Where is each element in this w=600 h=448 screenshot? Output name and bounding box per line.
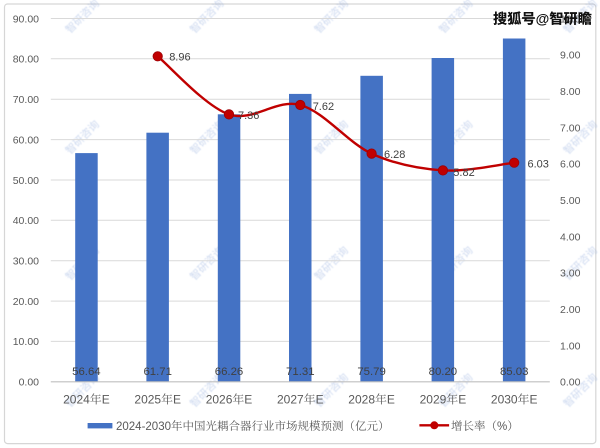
svg-text:E: E	[387, 393, 395, 407]
svg-text:E: E	[173, 393, 181, 407]
svg-text:3.00: 3.00	[560, 268, 581, 280]
svg-text:1.00: 1.00	[560, 340, 581, 352]
svg-text:2025: 2025	[134, 393, 161, 407]
svg-text:2.00: 2.00	[560, 304, 581, 316]
svg-text:70.00: 70.00	[13, 94, 39, 106]
svg-text:75.79: 75.79	[357, 366, 386, 378]
svg-text:2029: 2029	[420, 393, 447, 407]
svg-text:0.00: 0.00	[560, 377, 581, 389]
svg-text:10.00: 10.00	[13, 336, 39, 348]
svg-text:56.64: 56.64	[72, 366, 101, 378]
svg-text:85.03: 85.03	[500, 366, 529, 378]
svg-text:2024-2030: 2024-2030	[116, 421, 171, 433]
svg-text:E: E	[530, 393, 538, 407]
svg-text:9.00: 9.00	[560, 50, 581, 62]
svg-text:2026: 2026	[206, 393, 233, 407]
svg-text:7.36: 7.36	[238, 110, 259, 122]
svg-text:6.28: 6.28	[384, 149, 405, 161]
svg-text:@: @	[536, 11, 550, 27]
svg-text:2027: 2027	[277, 393, 304, 407]
svg-text:80.20: 80.20	[429, 366, 458, 378]
svg-text:66.26: 66.26	[215, 366, 244, 378]
svg-text:61.71: 61.71	[143, 366, 172, 378]
svg-text:2030: 2030	[491, 393, 518, 407]
svg-text:20.00: 20.00	[13, 296, 39, 308]
svg-text:60.00: 60.00	[13, 134, 39, 146]
svg-text:4.00: 4.00	[560, 231, 581, 243]
svg-text:71.31: 71.31	[286, 366, 315, 378]
svg-text:%: %	[497, 421, 507, 433]
svg-text:0.00: 0.00	[19, 377, 40, 389]
svg-text:6.00: 6.00	[560, 159, 581, 171]
svg-text:5.00: 5.00	[560, 195, 581, 207]
svg-text:8.00: 8.00	[560, 86, 581, 98]
svg-text:7.62: 7.62	[313, 101, 334, 113]
svg-text:40.00: 40.00	[13, 215, 39, 227]
svg-text:50.00: 50.00	[13, 175, 39, 187]
svg-text:7.00: 7.00	[560, 122, 581, 134]
svg-text:6.03: 6.03	[528, 159, 549, 171]
svg-text:2028: 2028	[348, 393, 375, 407]
svg-text:80.00: 80.00	[13, 54, 39, 66]
svg-text:E: E	[458, 393, 466, 407]
svg-text:2024: 2024	[63, 393, 90, 407]
svg-text:E: E	[316, 393, 324, 407]
svg-text:5.82: 5.82	[453, 167, 474, 179]
svg-text:E: E	[102, 393, 110, 407]
svg-text:@: @	[536, 11, 550, 27]
svg-text:E: E	[244, 393, 252, 407]
svg-text:30.00: 30.00	[13, 256, 39, 268]
svg-text:8.96: 8.96	[169, 52, 190, 64]
svg-text:90.00: 90.00	[13, 13, 39, 25]
